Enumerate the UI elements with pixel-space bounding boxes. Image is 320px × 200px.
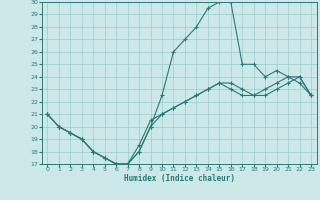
X-axis label: Humidex (Indice chaleur): Humidex (Indice chaleur) xyxy=(124,174,235,183)
